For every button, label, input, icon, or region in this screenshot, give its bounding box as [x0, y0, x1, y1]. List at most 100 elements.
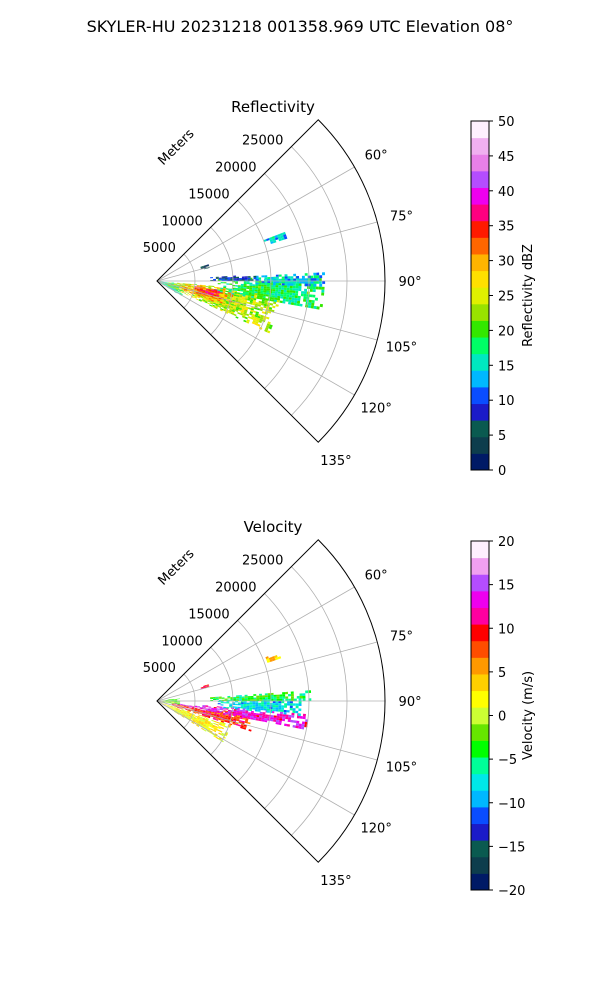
echo-gate — [159, 701, 163, 702]
echo-gate — [236, 718, 240, 720]
echo-gate — [286, 292, 290, 295]
echo-gate — [246, 287, 250, 290]
echo-gate — [200, 288, 203, 290]
echo-gate — [246, 285, 250, 288]
echo-gate — [170, 286, 173, 288]
echo-gate — [205, 719, 209, 722]
echo-gate — [252, 704, 256, 707]
echo-gate — [287, 276, 291, 279]
echo-gate — [177, 706, 180, 708]
colorbar-segment — [471, 237, 489, 255]
echo-gate — [173, 284, 177, 285]
echo-gate — [287, 703, 290, 706]
echo-gate — [297, 295, 301, 299]
echo-gate — [178, 287, 182, 289]
echo-gate — [162, 701, 166, 703]
echo-gate — [248, 290, 252, 293]
echo-gate — [248, 292, 252, 295]
echo-gate — [276, 713, 280, 717]
echo-gate — [239, 696, 242, 699]
echo-gate — [162, 283, 165, 285]
radial-axis-label: Meters — [156, 546, 198, 588]
echo-gate — [162, 282, 166, 283]
echo-gate — [171, 699, 175, 700]
echo-gate — [248, 729, 252, 732]
echo-gate — [179, 293, 183, 295]
echo-gate — [196, 285, 200, 287]
echo-gate — [243, 301, 247, 304]
echo-gate — [197, 287, 201, 289]
echo-gate — [292, 288, 296, 291]
echo-gate — [244, 277, 248, 280]
echo-gate — [236, 709, 240, 712]
echo-gate — [206, 724, 210, 727]
echo-gate — [301, 726, 305, 730]
echo-gate — [194, 294, 198, 296]
echo-gate — [255, 321, 259, 324]
echo-gate — [296, 276, 300, 279]
echo-gate — [225, 303, 229, 306]
echo-gate — [208, 712, 212, 714]
echo-gate — [208, 712, 212, 715]
echo-gate — [263, 704, 267, 707]
echo-gate — [266, 330, 271, 334]
echo-gate — [254, 293, 258, 296]
echo-gate — [223, 702, 227, 704]
echo-gate — [235, 282, 238, 284]
echo-gate — [281, 276, 285, 279]
echo-gate — [235, 309, 239, 312]
echo-gate — [213, 707, 217, 709]
echo-gate — [175, 708, 179, 711]
echo-gate — [165, 282, 169, 283]
echo-gate — [229, 283, 233, 285]
echo-gate — [170, 287, 173, 289]
echo-gate — [215, 725, 219, 728]
echo-gate — [237, 724, 241, 727]
echo-gate — [273, 276, 276, 279]
echo-gate — [239, 294, 243, 296]
echo-gate — [289, 708, 293, 711]
echo-gate — [234, 290, 238, 293]
echo-gate — [203, 265, 207, 267]
echo-gate — [288, 698, 292, 701]
echo-gate — [239, 717, 243, 720]
echo-gate — [196, 706, 200, 708]
echo-gate — [167, 285, 171, 287]
echo-gate — [241, 296, 245, 299]
echo-gate — [253, 697, 257, 700]
echo-gate — [211, 712, 215, 715]
echo-gate — [218, 718, 222, 721]
echo-gate — [220, 702, 224, 704]
echo-gate — [261, 275, 265, 278]
echo-gate — [170, 286, 173, 288]
echo-gate — [217, 299, 221, 302]
echo-gate — [272, 709, 276, 712]
echo-gate — [233, 711, 237, 714]
echo-gate — [183, 705, 187, 707]
echo-gate — [241, 697, 245, 700]
colorbar-segment — [471, 723, 489, 741]
azimuth-tick-label: 90° — [399, 695, 422, 710]
echo-gate — [167, 705, 171, 707]
echo-gate — [243, 284, 247, 286]
echo-gate — [241, 720, 245, 723]
echo-gate — [176, 707, 180, 709]
echo-gate — [205, 711, 209, 713]
echo-gate — [254, 709, 258, 712]
echo-gate — [257, 709, 261, 712]
echo-gate — [186, 712, 190, 714]
echo-gate — [223, 706, 227, 709]
echo-gate — [189, 290, 193, 292]
echo-gate — [207, 708, 211, 710]
colorbar-tick-label: 0 — [498, 464, 506, 479]
echo-gate — [246, 704, 250, 706]
echo-gate — [278, 285, 282, 288]
echo-gate — [299, 281, 302, 284]
colorbar-tick-label: 25 — [498, 290, 515, 305]
echo-gate — [175, 708, 179, 710]
echo-gate — [176, 704, 180, 705]
echo-gate — [213, 292, 217, 294]
echo-gate — [252, 319, 256, 323]
colorbar-segment — [471, 757, 489, 775]
colorbar-tick-label: 20 — [498, 324, 515, 339]
